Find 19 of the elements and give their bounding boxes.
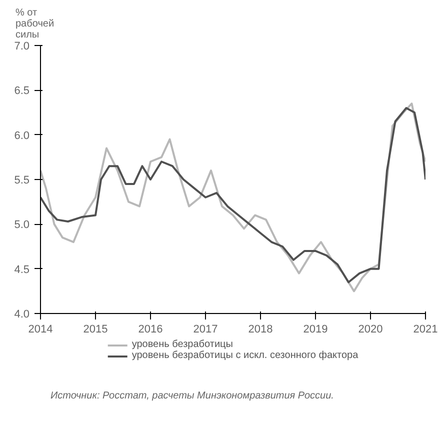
legend-label: уровень безработицы с искл. сезонного фактора [132, 350, 358, 361]
text: Источник: Росстат, расчеты Минэкономразвития России. [50, 390, 334, 402]
y-tick-label: 6.0 [14, 130, 30, 142]
x-tick-label: 2019 [303, 324, 328, 336]
x-tick-label: 2021 [413, 324, 438, 336]
x-tick-label: 2020 [358, 324, 383, 336]
y-tick-label: 7.0 [14, 40, 30, 52]
x-tick-label: 2015 [83, 324, 108, 336]
y-tick-label: 4.0 [14, 308, 30, 320]
x-tick-label: 2017 [193, 324, 218, 336]
y-tick-label: 6.5 [14, 85, 30, 98]
y-tick-label: 4.5 [14, 264, 30, 276]
x-tick-label: 2014 [28, 324, 53, 336]
y-tick-label: 5.0 [14, 219, 30, 232]
y-axis-title: % от рабочей силы [16, 8, 54, 40]
y-tick-label: 5.5 [14, 174, 30, 186]
x-tick-label: 2018 [248, 324, 273, 336]
x-tick-label: 2016 [138, 324, 163, 336]
legend-label: уровень безработицы [132, 339, 233, 350]
